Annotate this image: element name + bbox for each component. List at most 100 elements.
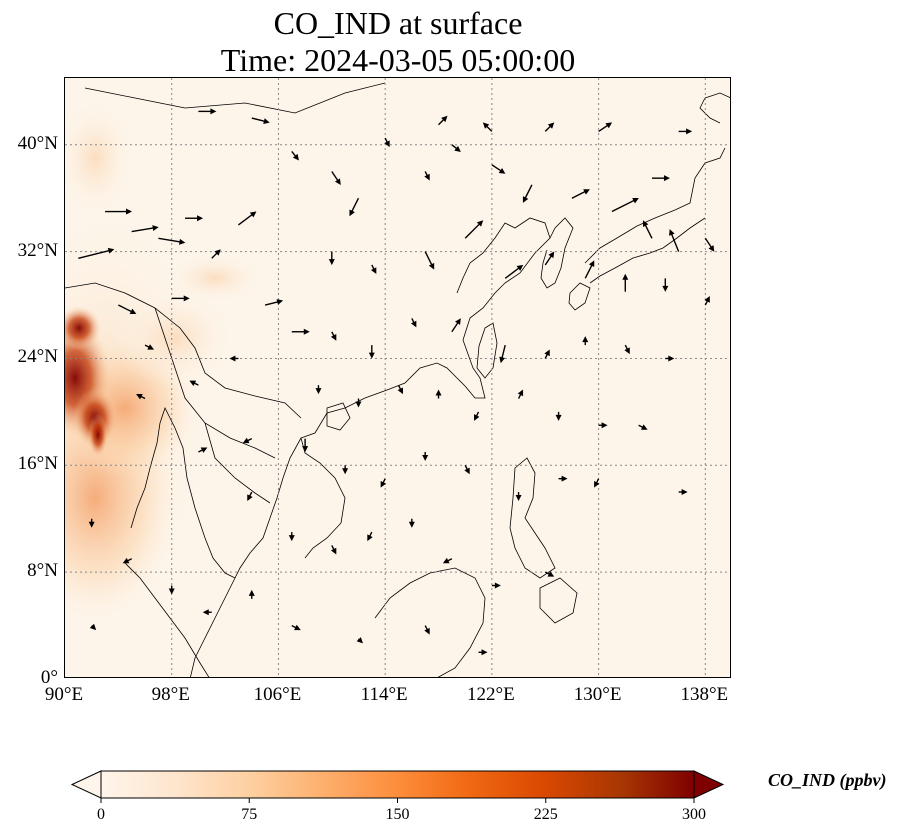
wind-arrow <box>237 211 257 226</box>
coastline-japan-hokkaido <box>699 92 730 124</box>
wind-arrow <box>594 478 600 488</box>
wind-arrow <box>118 304 137 315</box>
coastline-hainan <box>326 402 351 431</box>
wind-arrow <box>88 518 95 528</box>
wind-arrow <box>522 184 533 203</box>
coastline-bohai <box>456 217 551 341</box>
colorbar-tick-label: 0 <box>97 806 105 823</box>
wind-arrow <box>367 531 373 542</box>
coastline-kyushu <box>568 282 591 311</box>
coastline-indochina <box>130 406 302 677</box>
coastline-korea <box>540 217 574 289</box>
border-line <box>154 307 276 459</box>
wind-arrow <box>571 189 590 199</box>
colorbar-tick-label: 225 <box>533 806 558 823</box>
wind-arrow <box>704 237 715 252</box>
map-title: CO_IND at surface <box>273 5 523 41</box>
wind-arrow <box>499 344 506 364</box>
wind-arrow <box>622 273 629 292</box>
pollution-plume <box>165 253 265 303</box>
coastline-china <box>300 339 486 559</box>
wind-arrow <box>678 489 688 496</box>
wind-arrow <box>288 532 295 542</box>
wind-vectors <box>78 108 715 656</box>
wind-arrow <box>198 447 208 453</box>
wind-arrow <box>435 389 442 399</box>
pollution-plume <box>65 98 135 218</box>
wind-arrow <box>424 625 430 635</box>
wind-arrow <box>438 115 448 126</box>
wind-arrow <box>185 215 204 222</box>
pollution-hotspot <box>65 306 101 350</box>
border-line <box>65 282 302 419</box>
wind-arrow <box>248 589 255 599</box>
longitude-label: 106°E <box>253 684 302 705</box>
longitude-label: 90°E <box>44 684 84 705</box>
wind-arrow <box>380 478 387 488</box>
wind-arrow <box>330 331 337 341</box>
wind-arrow <box>168 585 175 595</box>
colorbar-tick-label: 300 <box>682 806 706 823</box>
gridlines <box>65 78 730 677</box>
wind-arrow <box>158 237 186 245</box>
longitude-label: 138°E <box>680 684 729 705</box>
colorbar-title: CO_IND (ppbv) <box>768 770 887 790</box>
wind-arrow <box>491 582 501 589</box>
coastline-japan-honshu <box>584 147 726 284</box>
wind-arrow <box>105 208 133 215</box>
wind-arrow <box>624 344 630 355</box>
coastline-philippines <box>509 457 556 579</box>
wind-arrow <box>422 451 429 461</box>
wind-arrow <box>328 251 335 266</box>
pollution-plume <box>115 288 235 388</box>
pollution-hotspot <box>88 413 108 457</box>
wind-arrow <box>78 247 115 259</box>
wind-arrow <box>171 295 190 302</box>
wind-arrow <box>247 491 253 502</box>
latitude-label: 24°N <box>17 346 58 368</box>
wind-arrow <box>342 465 349 475</box>
wind-arrow <box>189 380 199 387</box>
map-subtitle-time: Time: 2024-03-05 05:00:00 <box>220 42 576 78</box>
wind-arrow <box>424 251 435 270</box>
wind-arrow <box>131 225 159 233</box>
wind-arrow <box>504 264 524 279</box>
wind-arrow <box>291 328 310 335</box>
wind-arrow <box>264 299 284 306</box>
wind-arrow <box>451 318 461 333</box>
wind-arrow <box>638 424 648 430</box>
latitude-label: 32°N <box>17 239 58 261</box>
wind-arrow <box>355 398 362 408</box>
wind-arrow <box>397 384 403 395</box>
wind-arrow <box>198 108 217 115</box>
wind-arrow <box>544 122 555 132</box>
latitude-label: 0° <box>40 667 58 688</box>
wind-arrow <box>544 349 550 359</box>
concentration-field <box>65 98 265 618</box>
map-canvas <box>65 78 730 677</box>
wind-arrow <box>136 394 146 400</box>
wind-arrow <box>598 422 608 429</box>
wind-arrow <box>202 609 212 616</box>
wind-arrow <box>229 355 239 362</box>
wind-arrow <box>464 220 484 239</box>
wind-arrow <box>315 385 322 395</box>
wind-arrow <box>144 344 155 350</box>
wind-arrow <box>211 249 221 259</box>
latitude-label: 8°N <box>27 560 58 582</box>
wind-arrow <box>651 175 670 182</box>
longitude-label: 114°E <box>360 684 408 705</box>
wind-arrow <box>491 164 506 174</box>
wind-arrow <box>544 251 555 266</box>
wind-arrow <box>410 318 417 328</box>
wind-arrow <box>291 151 299 161</box>
wind-arrow <box>642 220 653 239</box>
wind-arrow <box>515 492 522 502</box>
colorbar-extend-max <box>693 770 725 799</box>
wind-arrow <box>424 171 430 181</box>
map-panel[interactable] <box>64 77 731 678</box>
wind-arrow <box>291 624 301 631</box>
coastline-sumatra <box>124 562 210 677</box>
wind-arrow <box>464 464 470 475</box>
wind-arrow <box>251 117 270 125</box>
